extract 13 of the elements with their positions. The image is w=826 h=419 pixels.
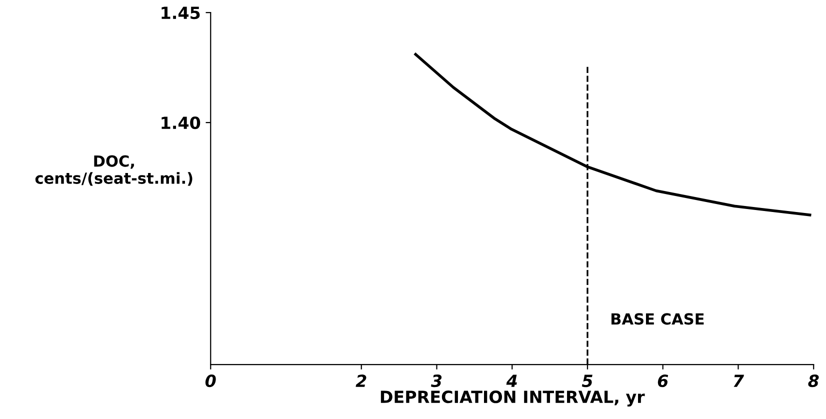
x-tick-label: 6 <box>658 374 668 388</box>
y-tick-label: 1.40 <box>162 116 200 130</box>
x-tick-label: 7 <box>734 374 744 387</box>
x-tick-label: 8 <box>808 374 819 388</box>
x-axis-title: DEPRECIATION INTERVAL, yr <box>380 390 645 407</box>
x-tick-label: 5 <box>582 374 592 388</box>
y-axis-title: DOC, cents/(seat-st.mi.) <box>35 155 192 186</box>
y-tick-label: 1.45 <box>162 6 200 20</box>
x-tick-label: 0 <box>205 374 216 388</box>
x-tick-label: 4 <box>506 374 517 387</box>
x-tick-label: 2 <box>356 374 366 387</box>
x-tick-label: 3 <box>430 374 442 388</box>
ref-line-label: BASE CASE <box>612 313 704 325</box>
